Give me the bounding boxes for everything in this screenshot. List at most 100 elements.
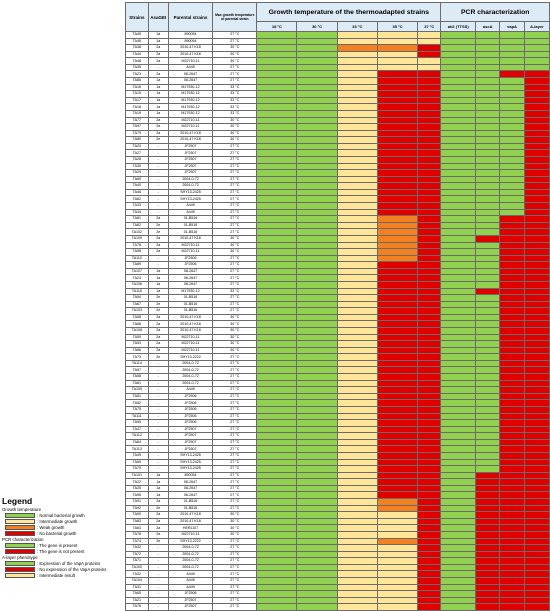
cell-parental: 890054 — [167, 471, 214, 480]
cell-strain: TA16 — [125, 83, 149, 92]
cell-parental: JF2507 — [167, 425, 214, 434]
growth-cell-35c — [376, 294, 419, 302]
cell-strain: TA38 — [125, 44, 149, 52]
pcr-cell-alayer — [523, 254, 550, 263]
pcr-cell-alayer — [523, 156, 550, 164]
growth-cell-30c — [296, 544, 338, 552]
cell-asagei: - — [147, 202, 169, 210]
pcr-cell-alayer — [523, 412, 550, 421]
growth-cell-18c — [256, 524, 298, 532]
pcr-cell-vapA — [499, 524, 525, 532]
growth-cell-37c — [417, 399, 442, 407]
cell-strain: TA65 — [125, 590, 149, 598]
growth-cell-37c — [417, 563, 442, 572]
growth-cell-35c — [376, 280, 419, 289]
cell-max-growth: 27 °C — [212, 188, 258, 197]
cell-max-growth: 27 °C — [212, 37, 258, 46]
growth-cell-30c — [296, 399, 338, 407]
pcr-cell-vapA — [499, 228, 525, 236]
pcr-cell-ascA — [475, 156, 501, 164]
cell-parental: 01-B516 — [167, 294, 214, 302]
pcr-cell-ati2 — [440, 544, 477, 552]
header-strains: Strains — [125, 2, 149, 32]
growth-cell-30c — [296, 182, 338, 190]
table-row: TA111- JF2506 27 °C — [125, 412, 550, 421]
cell-max-growth: 33 °C — [212, 96, 258, 105]
cell-parental: 2010-47 K18 — [167, 517, 214, 526]
legend-section-title: PCR characterization — [2, 537, 44, 542]
table-row: TA105- A449 27 °C — [125, 386, 550, 394]
pcr-cell-vapA — [499, 241, 525, 250]
cell-strain: TA67 — [125, 300, 149, 309]
growth-cell-37c — [417, 465, 442, 473]
pcr-cell-ati2 — [440, 83, 477, 92]
cell-parental: JF2506 — [167, 419, 214, 427]
pcr-cell-ati2 — [440, 313, 477, 322]
pcr-cell-vapA — [499, 478, 525, 486]
growth-cell-37c — [417, 267, 442, 276]
cell-parental: M17930-12 — [167, 103, 214, 111]
growth-cell-35c — [376, 103, 419, 111]
cell-parental: JF2507 — [167, 603, 214, 611]
cell-asagei: 2a — [147, 524, 169, 532]
growth-cell-37c — [417, 208, 442, 217]
pcr-cell-ati2 — [440, 287, 477, 296]
pcr-cell-ascA — [475, 83, 501, 92]
growth-cell-18c — [256, 346, 298, 355]
growth-cell-33c — [336, 550, 378, 559]
pcr-cell-alayer — [523, 530, 550, 539]
pcr-cell-alayer — [523, 386, 550, 394]
table-row: TA75- JF2506 27 °C — [125, 405, 550, 414]
cell-asagei: - — [147, 445, 169, 453]
cell-parental: M22710-11 — [167, 248, 214, 256]
growth-cell-37c — [417, 83, 442, 92]
cell-parental: M17930-12 — [167, 96, 214, 105]
pcr-cell-vapA — [499, 577, 525, 585]
pcr-cell-ati2 — [440, 175, 477, 184]
table-row: TA55- JF2506 27 °C — [125, 419, 550, 427]
growth-cell-35c — [376, 498, 419, 506]
cell-asagei: 2a — [147, 313, 169, 322]
legend-label: : Expression of the VapA proteins — [37, 560, 101, 566]
growth-cell-18c — [256, 550, 298, 559]
pcr-cell-alayer — [523, 313, 550, 322]
pcr-cell-ati2 — [440, 109, 477, 118]
pcr-cell-alayer — [523, 590, 550, 598]
growth-cell-33c — [336, 504, 378, 513]
pcr-cell-alayer — [523, 261, 550, 269]
cell-parental: JF2506 — [167, 392, 214, 401]
cell-asagei: 2a — [147, 50, 169, 59]
growth-cell-35c — [376, 373, 419, 381]
cell-parental: 08-2647 — [167, 491, 214, 500]
cell-asagei: - — [147, 254, 169, 263]
cell-parental: A449 — [167, 577, 214, 585]
growth-cell-30c — [296, 517, 338, 526]
growth-cell-35c — [376, 570, 419, 578]
cell-max-growth: 27 °C — [212, 491, 258, 500]
growth-cell-33c — [336, 333, 378, 342]
growth-cell-37c — [417, 182, 442, 190]
cell-strain: TA27 — [125, 149, 149, 157]
legend-swatch — [5, 566, 35, 572]
pcr-cell-ati2 — [440, 563, 477, 572]
pcr-cell-vapA — [499, 142, 525, 151]
cell-parental: 08-2647 — [167, 70, 214, 79]
growth-cell-30c — [296, 280, 338, 289]
growth-cell-33c — [336, 563, 378, 572]
pcr-cell-vapA — [499, 202, 525, 210]
growth-cell-30c — [296, 221, 338, 230]
growth-cell-35c — [376, 530, 419, 539]
growth-cell-30c — [296, 353, 338, 361]
growth-cell-30c — [296, 603, 338, 611]
cell-max-growth: 27 °C — [212, 142, 258, 151]
pcr-cell-ascA — [475, 280, 501, 289]
pcr-cell-vapA — [499, 37, 525, 46]
growth-cell-30c — [296, 142, 338, 151]
pcr-cell-vapA — [499, 557, 525, 565]
cell-parental: JF2506 — [167, 399, 214, 407]
growth-cell-18c — [256, 261, 298, 269]
growth-cell-37c — [417, 544, 442, 552]
cell-asagei: 1a — [147, 96, 169, 105]
growth-cell-35c — [376, 136, 419, 144]
pcr-cell-vapA — [499, 340, 525, 348]
